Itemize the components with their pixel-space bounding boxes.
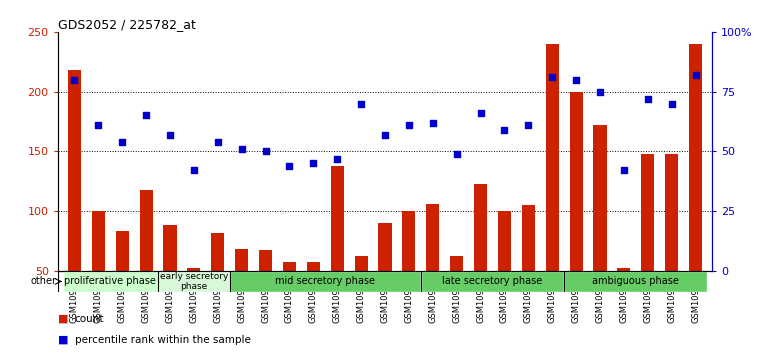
- Bar: [259, 251, 272, 331]
- Bar: [62, 271, 158, 292]
- Bar: [498, 211, 511, 331]
- Bar: [570, 92, 583, 331]
- Point: [188, 168, 200, 173]
- Point: [689, 72, 701, 78]
- Point: [427, 120, 439, 126]
- Bar: [427, 204, 440, 331]
- Point: [331, 156, 343, 161]
- Point: [236, 146, 248, 152]
- Bar: [116, 232, 129, 331]
- Bar: [450, 256, 464, 331]
- Point: [307, 160, 320, 166]
- Bar: [564, 271, 708, 292]
- Point: [570, 77, 582, 82]
- Bar: [330, 166, 343, 331]
- Bar: [594, 125, 607, 331]
- Point: [522, 122, 534, 128]
- Text: ■: ■: [58, 335, 69, 345]
- Point: [259, 149, 272, 154]
- Bar: [235, 249, 248, 331]
- Point: [498, 127, 511, 133]
- Bar: [139, 190, 152, 331]
- Point: [164, 132, 176, 137]
- Text: late secretory phase: late secretory phase: [443, 276, 543, 286]
- Point: [92, 122, 105, 128]
- Bar: [689, 44, 702, 331]
- Point: [641, 96, 654, 102]
- Point: [283, 163, 296, 169]
- Point: [69, 77, 81, 82]
- Text: percentile rank within the sample: percentile rank within the sample: [75, 335, 250, 345]
- Text: other: other: [31, 276, 56, 286]
- Point: [116, 139, 129, 144]
- Bar: [306, 262, 320, 331]
- Bar: [163, 225, 176, 331]
- Bar: [211, 233, 224, 331]
- Bar: [665, 154, 678, 331]
- Bar: [402, 211, 416, 331]
- Point: [140, 113, 152, 118]
- Point: [403, 122, 415, 128]
- Bar: [474, 184, 487, 331]
- Point: [379, 132, 391, 137]
- Point: [665, 101, 678, 107]
- Bar: [522, 205, 535, 331]
- Bar: [641, 154, 654, 331]
- Bar: [68, 70, 81, 331]
- Point: [355, 101, 367, 107]
- Point: [618, 168, 630, 173]
- Text: GDS2052 / 225782_at: GDS2052 / 225782_at: [58, 18, 196, 31]
- Point: [212, 139, 224, 144]
- Bar: [283, 262, 296, 331]
- Bar: [158, 271, 229, 292]
- Bar: [421, 271, 564, 292]
- Bar: [354, 256, 368, 331]
- Text: early secretory
phase: early secretory phase: [159, 272, 228, 291]
- Bar: [229, 271, 421, 292]
- Text: count: count: [75, 314, 104, 324]
- Text: mid secretory phase: mid secretory phase: [276, 276, 375, 286]
- Point: [474, 110, 487, 116]
- Bar: [92, 211, 105, 331]
- Text: ■: ■: [58, 314, 69, 324]
- Text: proliferative phase: proliferative phase: [65, 276, 156, 286]
- Bar: [618, 268, 631, 331]
- Bar: [187, 268, 200, 331]
- Bar: [378, 223, 392, 331]
- Point: [594, 89, 606, 95]
- Point: [450, 151, 463, 156]
- Text: ambiguous phase: ambiguous phase: [592, 276, 679, 286]
- Point: [546, 74, 558, 80]
- Bar: [546, 44, 559, 331]
